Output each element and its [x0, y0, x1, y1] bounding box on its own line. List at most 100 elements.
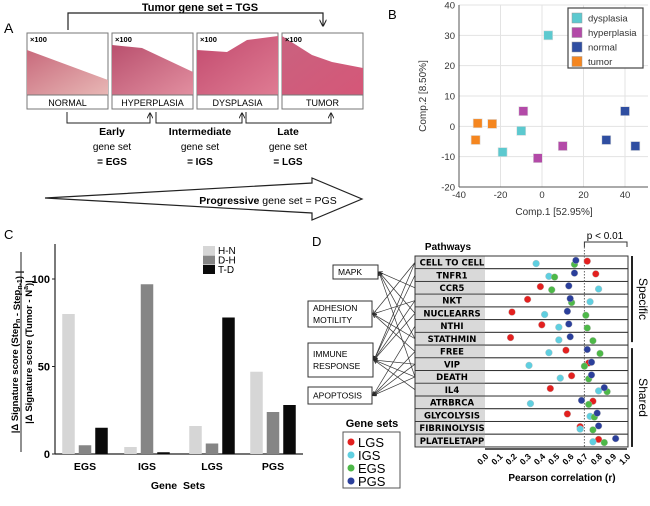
- intermediate-bracket-arrow: [155, 112, 242, 124]
- x-tick-label: -40: [452, 190, 466, 201]
- gene-set-abbr: = EGS: [97, 157, 127, 168]
- point-igs: [576, 425, 584, 433]
- point-normal: [630, 141, 641, 151]
- x-tick-label: 0.0: [475, 451, 491, 467]
- legend-marker-pgs: [347, 477, 355, 485]
- pathway-link-arrow: [379, 272, 416, 378]
- y-label-part: ) |: [14, 271, 25, 279]
- point-pgs: [577, 396, 586, 404]
- point-pgs: [600, 384, 608, 392]
- point-lgs: [506, 333, 515, 342]
- bar-egs-d-h: [78, 445, 92, 454]
- y-label-part: - Step: [12, 289, 23, 318]
- point-igs: [545, 349, 553, 357]
- gene-set-sub: gene set: [181, 142, 220, 153]
- point-lgs: [583, 257, 591, 265]
- pathway-link-arrow: [374, 313, 416, 360]
- point-dysplasia: [516, 126, 527, 136]
- point-normal: [601, 135, 612, 145]
- legend-marker-lgs: [347, 438, 355, 446]
- point-tumor: [470, 135, 481, 145]
- legend-label-h-n: H-N: [218, 246, 236, 257]
- pathway-row: VIP: [414, 357, 629, 372]
- legend-swatch-tumor: [571, 56, 583, 67]
- pathways-header: Pathways: [425, 242, 472, 253]
- histology-panel-dysplasia: ×100 DYSPLASIA: [196, 32, 279, 110]
- y-axis-label: Comp.2 [8.50%]: [418, 60, 429, 132]
- pathway-link-arrow: [374, 360, 416, 365]
- category-box-adhesion-motility: ADHESION MOTILITY: [307, 300, 373, 328]
- legend-label-igs: IGS: [358, 448, 381, 463]
- x-tick-label: -20: [494, 190, 508, 201]
- legend-title: Gene sets: [346, 418, 399, 430]
- legend-label-tumor: tumor: [588, 57, 612, 68]
- point-lgs: [546, 384, 554, 393]
- x-tick-label: 0.4: [532, 451, 548, 467]
- point-igs: [555, 336, 563, 344]
- pathway-link-arrow: [373, 363, 416, 395]
- x-tick-label: PGS: [262, 461, 284, 473]
- point-lgs: [538, 321, 546, 329]
- point-igs: [526, 399, 535, 408]
- stage-label-tumor: TUMOR: [306, 98, 339, 108]
- early-bracket-arrow: [66, 112, 150, 124]
- pathway-label: NTHI: [440, 322, 463, 332]
- point-lgs: [592, 270, 600, 278]
- magnification-label: ×100: [285, 35, 302, 44]
- point-egs: [600, 438, 608, 447]
- legend-label-egs: EGS: [358, 461, 386, 476]
- x-tick-label: 20: [578, 190, 589, 201]
- x-tick-label: IGS: [138, 461, 156, 473]
- row-label-bg: [415, 371, 485, 383]
- point-igs: [541, 310, 549, 319]
- row-label-bg: [415, 358, 485, 371]
- pathway-label: CELL TO CELL: [420, 259, 485, 269]
- legend-label-pgs: PGS: [358, 474, 386, 489]
- pathway-label: TNFR1: [436, 271, 467, 281]
- tgs-bracket-arrow: [67, 12, 323, 30]
- stage-label-normal: NORMAL: [48, 98, 87, 108]
- pathway-row: NUCLEARRS: [414, 306, 629, 321]
- point-igs: [525, 361, 533, 370]
- legend-label-lgs: LGS: [358, 435, 384, 450]
- x-tick-label: 0.5: [546, 451, 562, 467]
- pathway-row: GLYCOLYSIS: [414, 408, 629, 422]
- point-egs: [583, 324, 591, 332]
- panel-d: D Pathways CELL TO CELL TNFR1 CCR5 NKT NUCLEA…: [307, 231, 650, 489]
- legend-marker-igs: [347, 451, 355, 459]
- pathway-row: FIBRINOLYSIS: [414, 420, 629, 435]
- group-label-specific: Specific: [636, 278, 650, 320]
- point-pgs: [572, 256, 580, 264]
- gene-set-sub: gene set: [93, 142, 132, 153]
- legend-marker-egs: [347, 464, 355, 472]
- category-label: APOPTOSIS: [313, 391, 362, 401]
- point-egs: [548, 286, 556, 294]
- histology-image-hyperplasia: [112, 45, 193, 95]
- y-tick-label: 50: [38, 362, 50, 374]
- pathway-row: DEATH: [414, 370, 629, 384]
- category-box-apoptosis: APOPTOSIS: [307, 386, 373, 405]
- histology-panel-hyperplasia: ×100 HYPERPLASIA: [111, 32, 194, 110]
- x-tick-label: EGS: [74, 461, 96, 473]
- point-lgs: [523, 295, 532, 303]
- x-axis-label: Pearson correlation (r): [508, 473, 615, 484]
- y-tick-label: 0: [450, 122, 455, 133]
- panel-label-d: D: [312, 234, 321, 249]
- bar-lgs-t-d: [222, 317, 235, 454]
- bar-pgs-h-n: [250, 371, 263, 454]
- point-egs: [589, 426, 597, 434]
- x-tick-label: 40: [620, 190, 631, 201]
- y-tick-label: 30: [444, 31, 455, 42]
- pathway-link-arrow: [374, 360, 416, 390]
- point-lgs: [563, 410, 571, 418]
- row-label-bg: [415, 434, 485, 447]
- y-tick-label: 100: [32, 274, 50, 286]
- category-label: MAPK: [338, 267, 362, 277]
- y-label-part: |Δ Signature score (Tumor - N: [24, 290, 35, 424]
- histology-image-normal: [27, 50, 108, 95]
- pathway-row: PLATELETAPP: [414, 433, 629, 448]
- legend-label-dysplasia: dysplasia: [588, 14, 628, 25]
- point-igs: [594, 285, 603, 293]
